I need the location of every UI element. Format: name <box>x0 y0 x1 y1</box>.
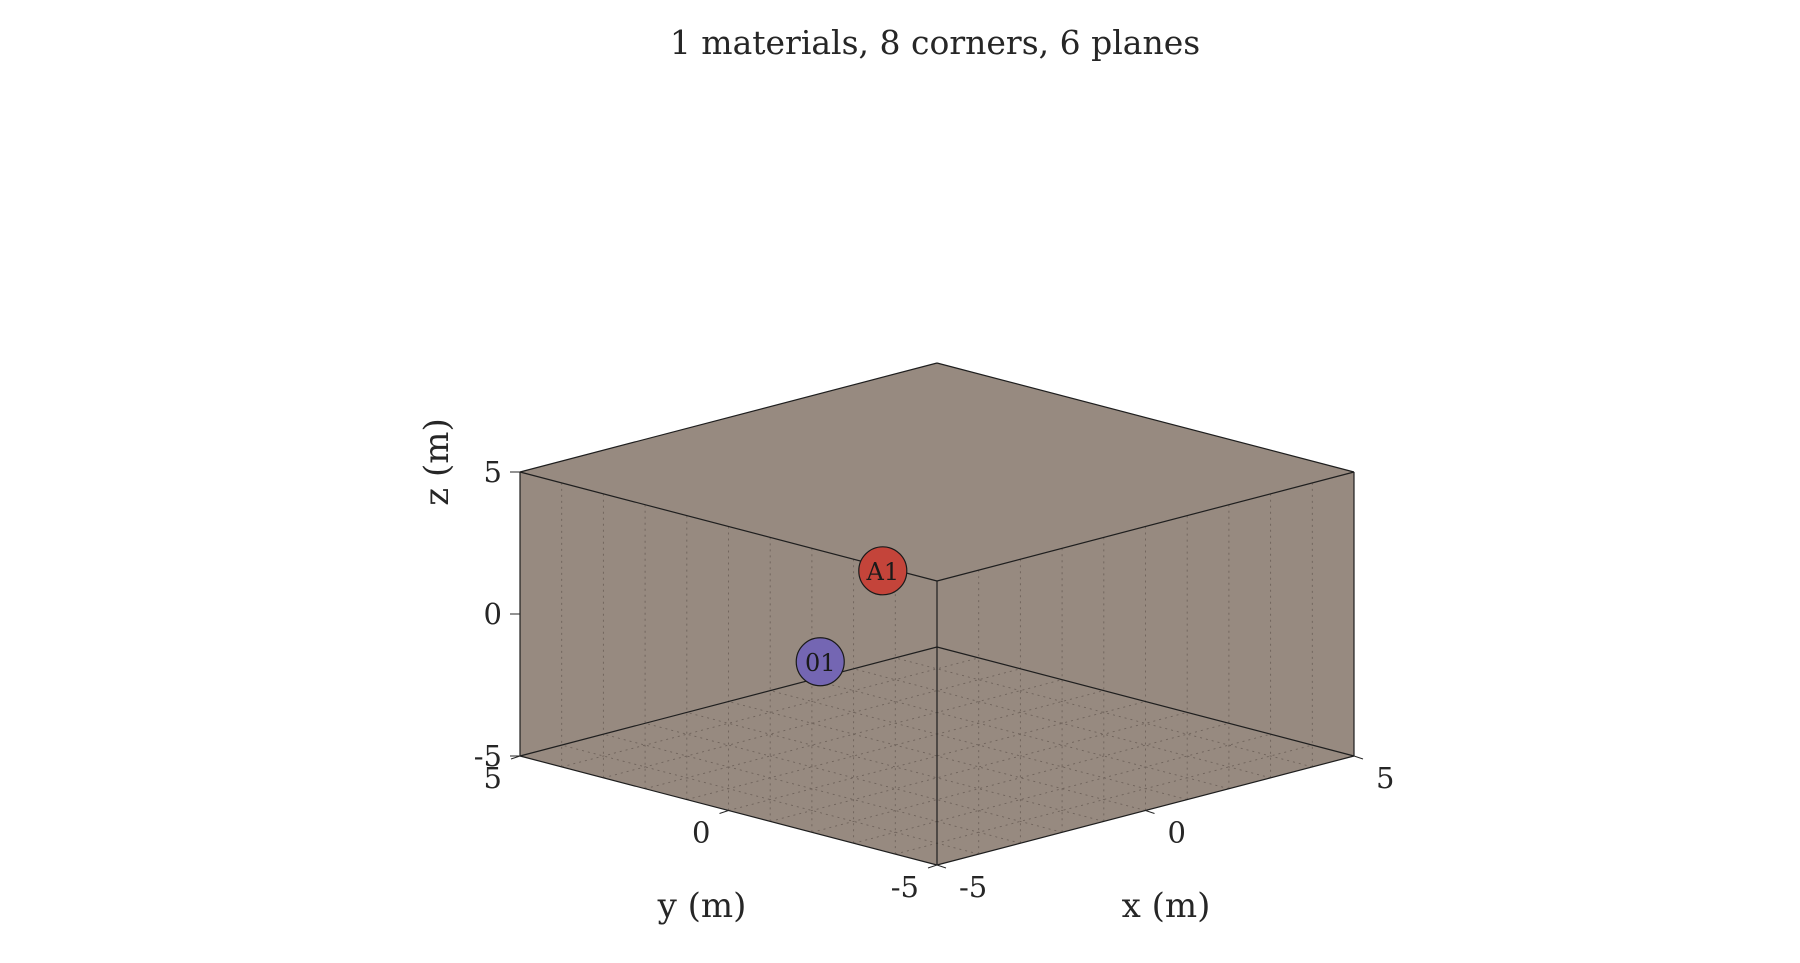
room-edge <box>936 646 1355 757</box>
y-tick-mark <box>927 864 938 869</box>
x-tick-mark <box>936 864 947 869</box>
x-axis-label: x (m) <box>1122 886 1211 926</box>
x-tick-label: 5 <box>1376 761 1394 795</box>
axis-ticks: -505-505-505 <box>474 455 1395 904</box>
z-tick-label: 0 <box>484 597 502 631</box>
room-edge <box>936 471 1355 582</box>
data-points: 01 A1 <box>795 546 908 687</box>
y-tick-mark <box>719 810 729 814</box>
y-tick-mark <box>510 755 521 760</box>
y-tick-label: 5 <box>484 761 502 795</box>
chart-title: 1 materials, 8 corners, 6 planes <box>670 23 1200 62</box>
z-axis-label: z (m) <box>417 418 457 506</box>
point-marker-a1 <box>858 546 908 596</box>
x-tick-mark <box>1353 755 1364 760</box>
y-axis-label: y (m) <box>657 886 747 926</box>
right-front-face <box>937 472 1354 865</box>
y-tick-label: -5 <box>891 870 919 904</box>
z-tick-label: 5 <box>484 455 502 489</box>
left-front-face <box>520 472 937 865</box>
room-edge <box>519 646 938 757</box>
point-label-01: 01 <box>805 649 836 677</box>
x-tick-label: 0 <box>1168 816 1186 850</box>
x-tick-label: -5 <box>959 870 987 904</box>
z-tick-label: -5 <box>474 739 502 773</box>
x-tick-mark <box>1145 810 1155 814</box>
point-marker-01 <box>795 637 845 687</box>
room-edge <box>519 362 938 473</box>
y-tick-label: 0 <box>692 816 710 850</box>
room-edge <box>936 362 1355 473</box>
point-label-a1: A1 <box>865 558 899 586</box>
